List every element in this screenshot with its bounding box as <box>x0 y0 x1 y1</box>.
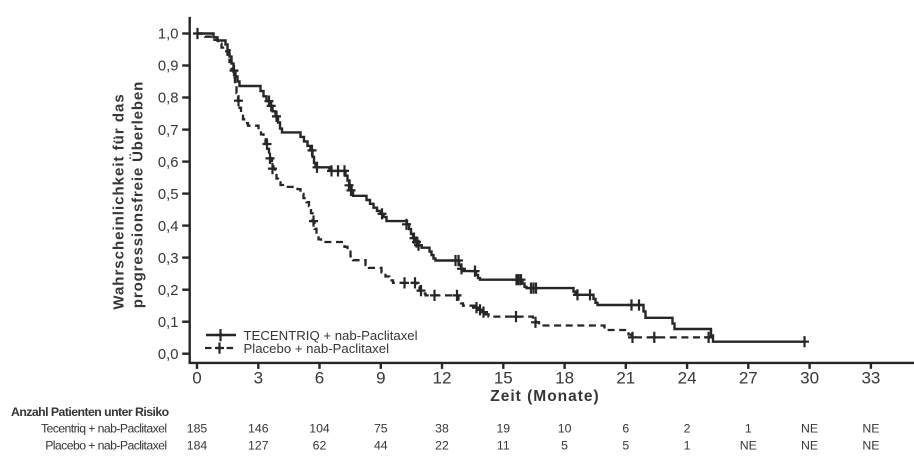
svg-text:146: 146 <box>248 421 269 435</box>
svg-text:1: 1 <box>745 421 752 435</box>
svg-text:10: 10 <box>558 421 572 435</box>
svg-text:44: 44 <box>374 439 388 453</box>
svg-text:12: 12 <box>433 369 452 388</box>
svg-text:22: 22 <box>435 439 449 453</box>
svg-text:18: 18 <box>555 369 574 388</box>
svg-text:Anzahl Patienten unter Risiko: Anzahl Patienten unter Risiko <box>11 405 170 419</box>
svg-text:0: 0 <box>192 369 201 388</box>
svg-text:0,7: 0,7 <box>158 123 179 139</box>
svg-text:Placebo + nab-Paclitaxel: Placebo + nab-Paclitaxel <box>244 341 390 356</box>
svg-text:21: 21 <box>616 369 635 388</box>
svg-text:75: 75 <box>374 421 388 435</box>
svg-text:TECENTRIQ + nab-Paclitaxel: TECENTRIQ + nab-Paclitaxel <box>244 328 418 343</box>
svg-text:27: 27 <box>739 369 758 388</box>
svg-text:0,0: 0,0 <box>158 347 179 363</box>
svg-text:104: 104 <box>309 421 330 435</box>
svg-text:Zeit (Monate): Zeit (Monate) <box>490 388 599 405</box>
svg-text:9: 9 <box>376 369 385 388</box>
svg-text:2: 2 <box>684 421 691 435</box>
svg-text:Wahrscheinlichkeit für das: Wahrscheinlichkeit für das <box>111 93 128 309</box>
svg-text:6: 6 <box>315 369 324 388</box>
svg-text:38: 38 <box>435 421 449 435</box>
svg-text:NE: NE <box>801 421 818 435</box>
svg-text:Tecentriq + nab-Paclitaxel: Tecentriq + nab-Paclitaxel <box>41 421 167 435</box>
svg-text:15: 15 <box>494 369 513 388</box>
svg-text:0,2: 0,2 <box>158 283 179 299</box>
svg-text:NE: NE <box>862 439 879 453</box>
svg-text:185: 185 <box>187 421 208 435</box>
svg-text:184: 184 <box>187 439 208 453</box>
svg-text:33: 33 <box>861 369 880 388</box>
svg-text:24: 24 <box>678 369 697 388</box>
svg-text:0,6: 0,6 <box>158 155 179 171</box>
svg-text:0,9: 0,9 <box>158 59 179 75</box>
svg-text:30: 30 <box>800 369 819 388</box>
svg-text:Placebo + nab-Paclitaxel: Placebo + nab-Paclitaxel <box>45 439 166 453</box>
svg-text:0,3: 0,3 <box>158 251 179 267</box>
svg-text:NE: NE <box>801 439 818 453</box>
svg-text:19: 19 <box>496 421 510 435</box>
svg-text:5: 5 <box>622 439 629 453</box>
svg-text:1,0: 1,0 <box>158 27 179 43</box>
svg-text:62: 62 <box>313 439 327 453</box>
svg-text:NE: NE <box>740 439 757 453</box>
svg-text:5: 5 <box>561 439 568 453</box>
svg-text:0,1: 0,1 <box>158 315 179 331</box>
svg-text:NE: NE <box>862 421 879 435</box>
svg-text:0,5: 0,5 <box>158 187 179 203</box>
svg-text:6: 6 <box>622 421 629 435</box>
svg-text:3: 3 <box>254 369 263 388</box>
svg-text:0,8: 0,8 <box>158 91 179 107</box>
svg-text:1: 1 <box>684 439 691 453</box>
svg-text:127: 127 <box>248 439 269 453</box>
svg-text:11: 11 <box>497 439 510 453</box>
svg-text:progressionsfreie Überleben: progressionsfreie Überleben <box>130 81 147 308</box>
svg-text:0,4: 0,4 <box>158 219 179 235</box>
